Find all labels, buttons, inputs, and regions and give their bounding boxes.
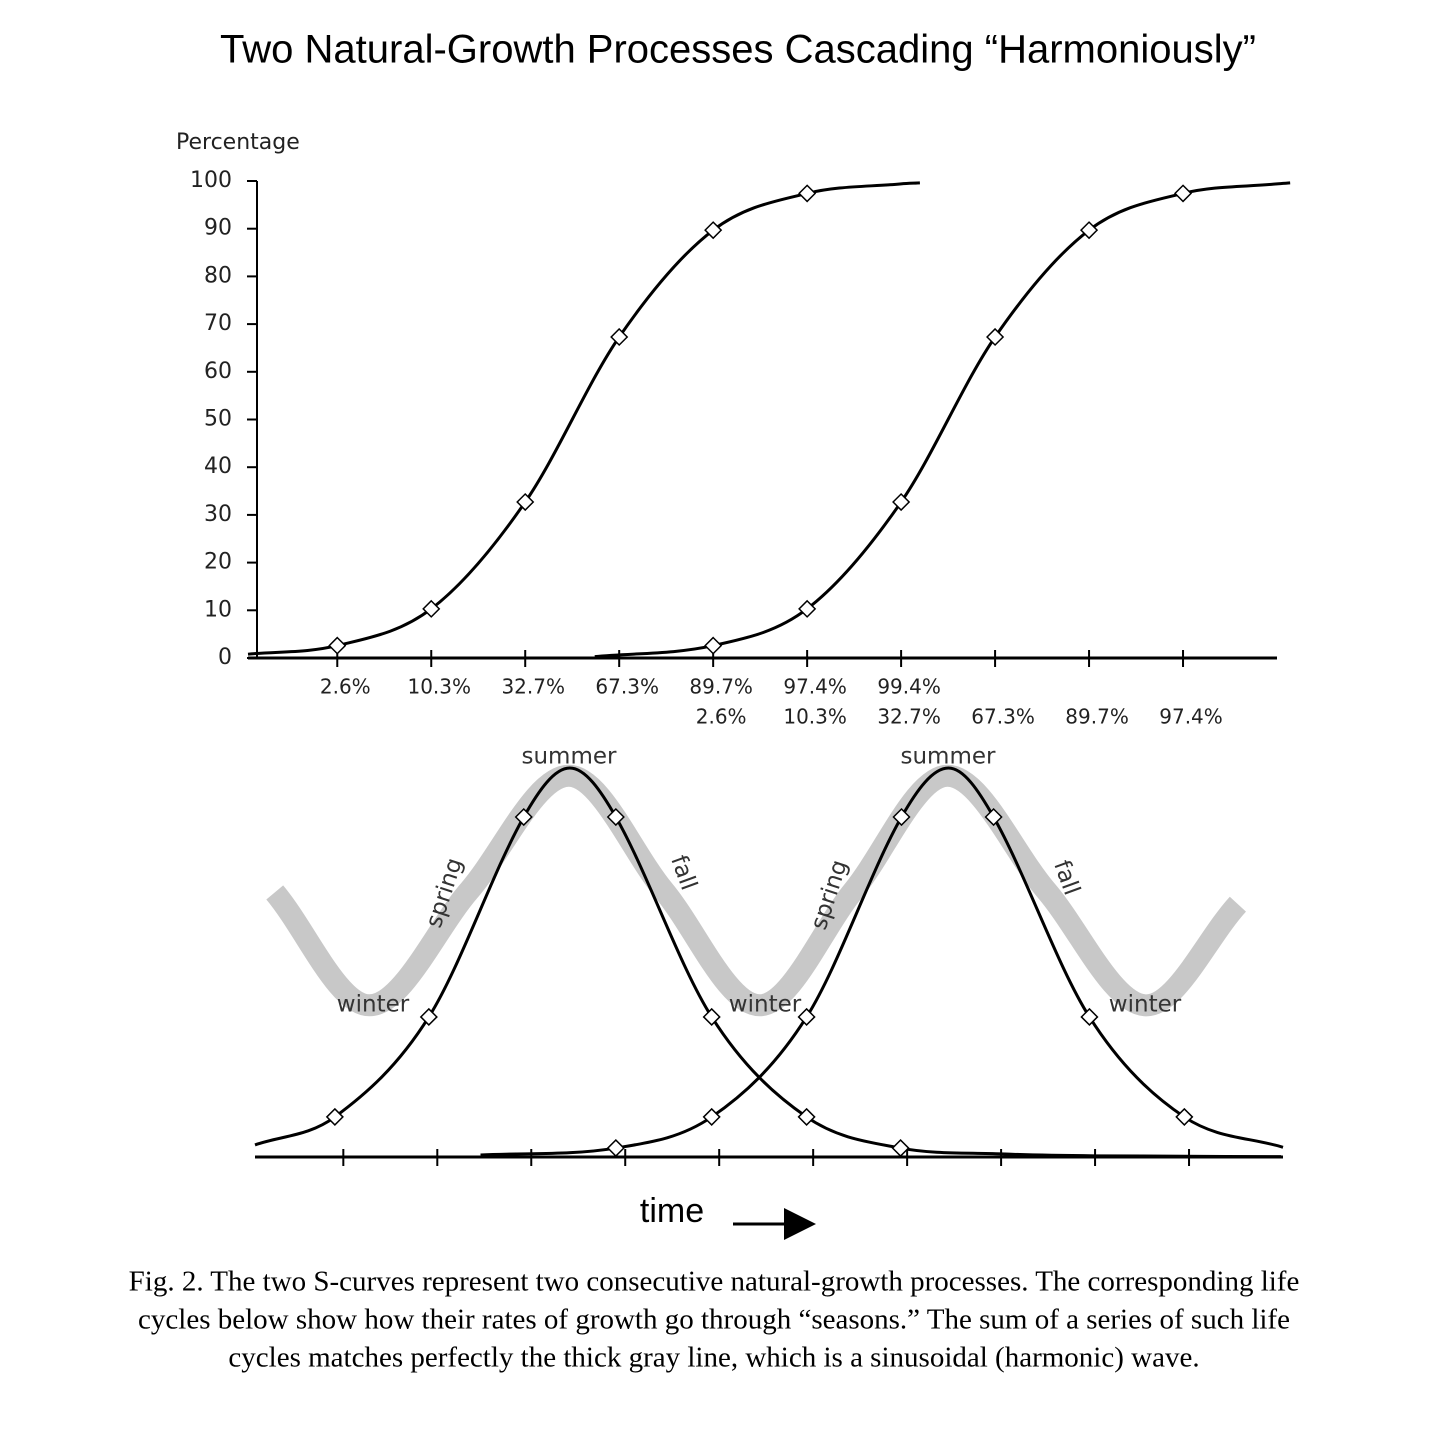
diamond-marker (797, 1107, 816, 1126)
y-tick-label: 80 (204, 263, 232, 288)
harmonic-wave (266, 764, 1247, 1017)
y-tick-label: 10 (204, 597, 232, 622)
curve (594, 181, 1291, 659)
diamond-marker (892, 807, 911, 827)
x-tick-label: 67.3% (595, 675, 659, 699)
x-tick-label: 89.7% (689, 675, 753, 699)
season-label: winter (337, 992, 410, 1018)
diamond-marker (1175, 1107, 1194, 1126)
diamond-marker (984, 807, 1003, 827)
diamond-marker (422, 599, 441, 618)
x-tick-label: 10.3% (407, 675, 471, 699)
diamond-marker (798, 184, 817, 203)
diamond-marker (892, 492, 911, 512)
diamond-marker (797, 1007, 816, 1027)
x-axis-label: time (640, 1192, 704, 1230)
x-tick-label: 67.3% (971, 705, 1035, 729)
y-tick-label: 90 (204, 216, 232, 241)
x-tick-label: 97.4% (783, 675, 847, 699)
y-tick-label: 40 (204, 454, 232, 479)
diamond-marker (610, 327, 629, 347)
x-tick-label: 99.4% (877, 675, 941, 699)
diamond-marker (702, 1107, 721, 1126)
y-axis-label: Percentage (176, 130, 300, 155)
x-tick-label: 32.7% (877, 705, 941, 729)
y-tick-label: 60 (204, 359, 232, 384)
y-tick-label: 20 (204, 550, 232, 575)
diamond-marker (328, 636, 347, 655)
diamond-marker (704, 636, 723, 655)
season-label: winter (1109, 992, 1182, 1018)
x-tick-label: 10.3% (783, 705, 847, 729)
chart-title: Two Natural-Growth Processes Cascading “… (220, 28, 1256, 72)
diamond-marker (798, 599, 817, 618)
diamond-marker (702, 1007, 721, 1027)
diamond-marker (986, 327, 1005, 347)
diamond-marker (891, 1138, 910, 1158)
x-tick-label: 89.7% (1065, 705, 1129, 729)
diamond-marker (1173, 184, 1193, 203)
y-tick-label: 70 (204, 311, 232, 336)
y-tick-label: 0 (218, 645, 232, 670)
season-label: summer (901, 744, 997, 770)
diamond-marker (704, 221, 723, 240)
caption-line: cycles below show how their rates of gro… (138, 1304, 1290, 1336)
season-label: winter (729, 992, 802, 1018)
diamond-marker (514, 807, 533, 827)
y-tick-label: 30 (204, 502, 232, 527)
time-arrow-head (784, 1208, 816, 1240)
season-label: summer (522, 744, 618, 770)
caption-line: cycles matches perfectly the thick gray … (228, 1342, 1199, 1374)
y-tick-label: 50 (204, 407, 232, 432)
diamond-marker (325, 1107, 344, 1126)
diamond-marker (419, 1007, 438, 1027)
x-tick-label: 2.6% (320, 675, 371, 699)
curve (247, 181, 920, 656)
x-tick-label: 2.6% (696, 705, 747, 729)
x-tick-label: 97.4% (1159, 705, 1223, 729)
curve (480, 766, 1284, 1157)
x-tick-label: 32.7% (501, 675, 565, 699)
y-tick-label: 100 (190, 168, 232, 193)
diamond-marker (606, 807, 625, 827)
caption-line: Fig. 2. The two S-curves represent two c… (129, 1266, 1300, 1298)
diamond-marker (1080, 1007, 1099, 1027)
diamond-marker (1079, 221, 1099, 240)
diamond-marker (606, 1138, 625, 1158)
diamond-marker (516, 492, 535, 512)
